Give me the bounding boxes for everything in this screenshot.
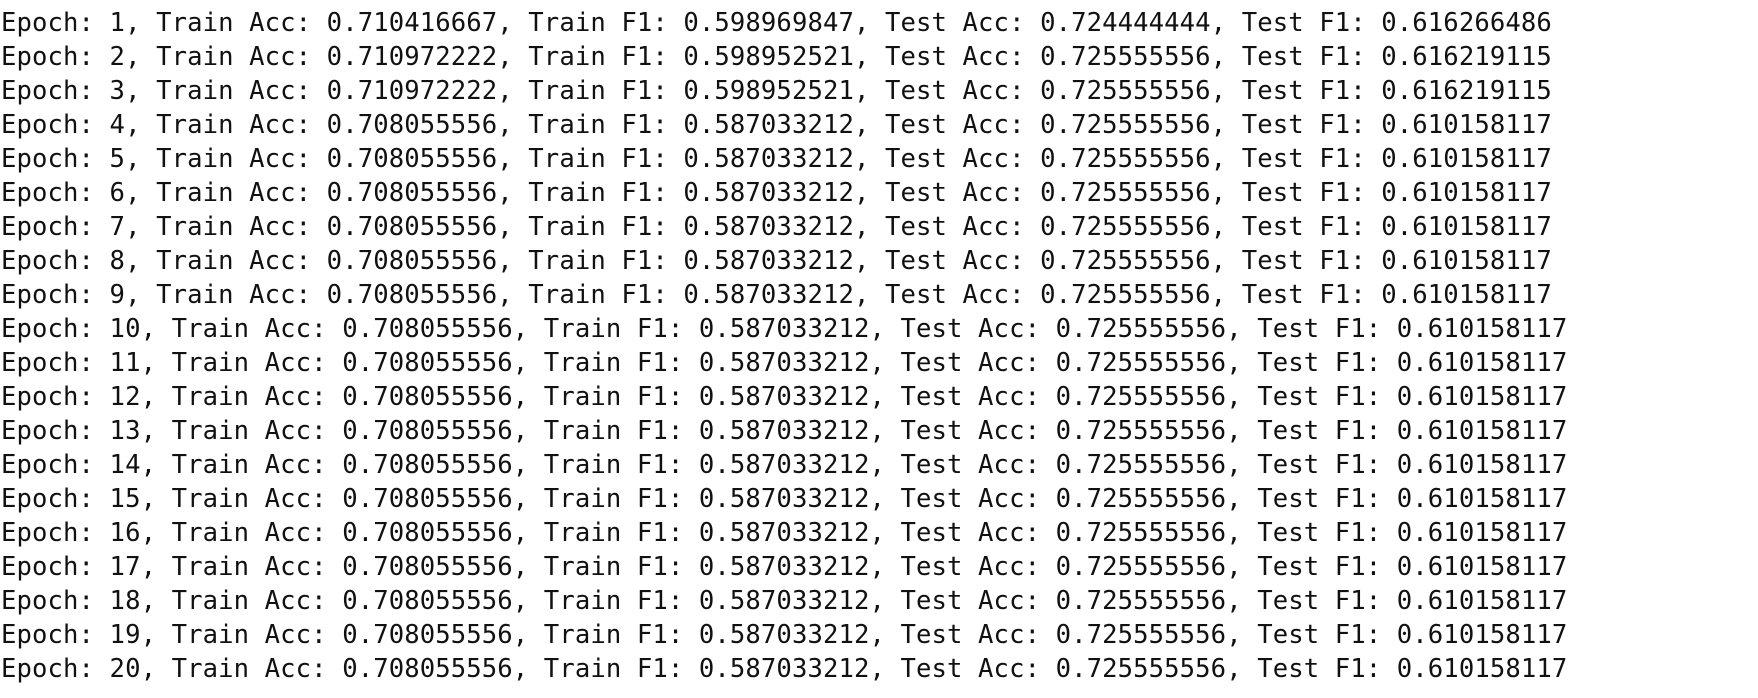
log-line-epoch-6: Epoch: 6, Train Acc: 0.708055556, Train … (1, 178, 1552, 208)
log-line-epoch-20: Epoch: 20, Train Acc: 0.708055556, Train… (1, 654, 1568, 684)
log-line-epoch-13: Epoch: 13, Train Acc: 0.708055556, Train… (1, 416, 1568, 446)
training-log: Epoch: 1, Train Acc: 0.710416667, Train … (1, 6, 1758, 686)
log-line-epoch-8: Epoch: 8, Train Acc: 0.708055556, Train … (1, 246, 1552, 276)
log-line-epoch-19: Epoch: 19, Train Acc: 0.708055556, Train… (1, 620, 1568, 650)
log-line-epoch-16: Epoch: 16, Train Acc: 0.708055556, Train… (1, 518, 1568, 548)
log-line-epoch-12: Epoch: 12, Train Acc: 0.708055556, Train… (1, 382, 1568, 412)
log-line-epoch-17: Epoch: 17, Train Acc: 0.708055556, Train… (1, 552, 1568, 582)
log-line-epoch-1: Epoch: 1, Train Acc: 0.710416667, Train … (1, 8, 1552, 38)
log-line-epoch-2: Epoch: 2, Train Acc: 0.710972222, Train … (1, 42, 1552, 72)
log-line-epoch-18: Epoch: 18, Train Acc: 0.708055556, Train… (1, 586, 1568, 616)
log-line-epoch-14: Epoch: 14, Train Acc: 0.708055556, Train… (1, 450, 1568, 480)
log-line-epoch-4: Epoch: 4, Train Acc: 0.708055556, Train … (1, 110, 1552, 140)
log-line-epoch-10: Epoch: 10, Train Acc: 0.708055556, Train… (1, 314, 1568, 344)
log-line-epoch-5: Epoch: 5, Train Acc: 0.708055556, Train … (1, 144, 1552, 174)
log-line-epoch-15: Epoch: 15, Train Acc: 0.708055556, Train… (1, 484, 1568, 514)
log-line-epoch-11: Epoch: 11, Train Acc: 0.708055556, Train… (1, 348, 1568, 378)
log-line-epoch-9: Epoch: 9, Train Acc: 0.708055556, Train … (1, 280, 1552, 310)
log-line-epoch-7: Epoch: 7, Train Acc: 0.708055556, Train … (1, 212, 1552, 242)
log-line-epoch-3: Epoch: 3, Train Acc: 0.710972222, Train … (1, 76, 1552, 106)
